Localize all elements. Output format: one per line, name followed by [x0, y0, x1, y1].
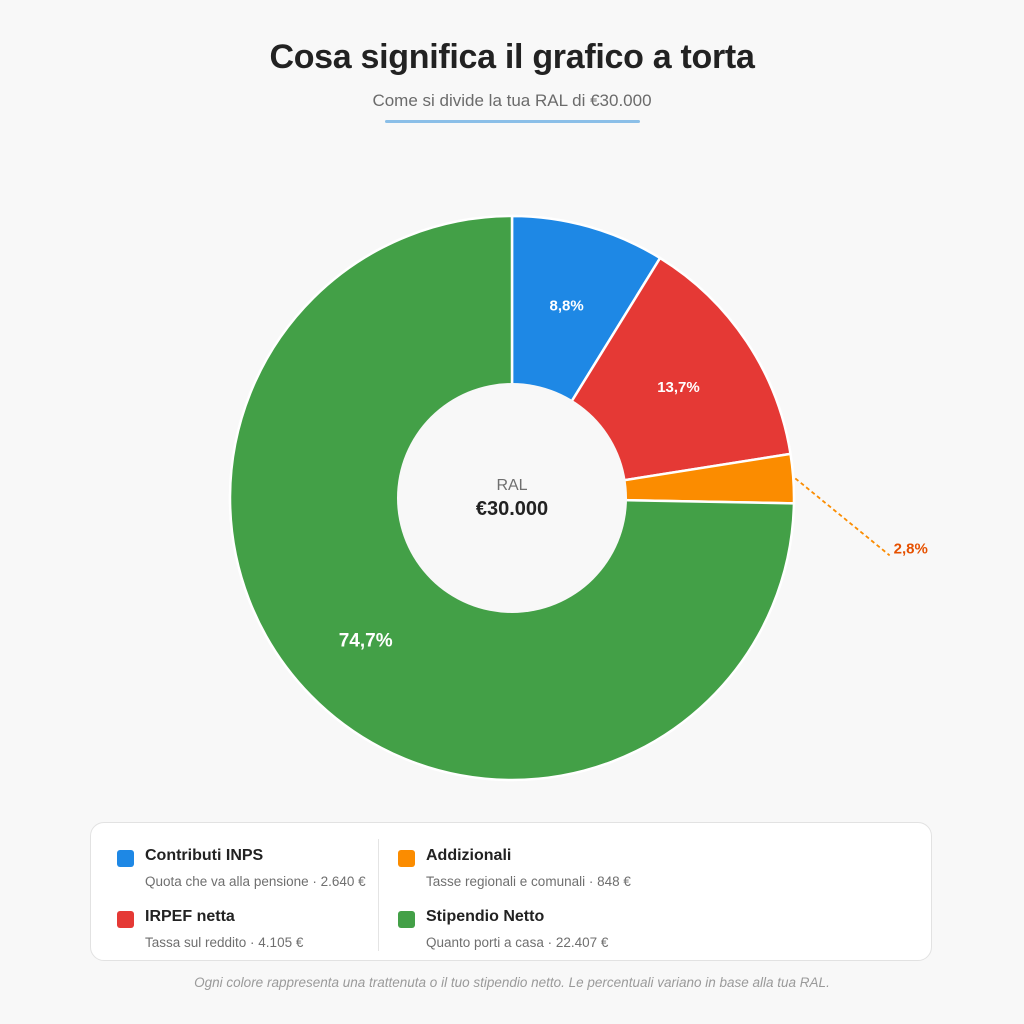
center-label: RAL [496, 477, 527, 494]
legend-item-desc: Quanto porti a casa · 22.407 € [426, 935, 609, 950]
title-underline [385, 120, 640, 123]
legend-item-desc: Quota che va alla pensione · 2.640 € [145, 874, 366, 889]
leader-line-addizionali [794, 477, 891, 557]
legend-swatch [398, 911, 415, 928]
legend-divider [378, 839, 379, 951]
footnote: Ogni colore rappresenta una trattenuta o… [194, 975, 830, 990]
chart-subtitle: Come si divide la tua RAL di €30.000 [372, 91, 652, 110]
legend-item-name: IRPEF netta [145, 908, 235, 925]
legend-item-desc: Tasse regionali e comunali · 848 € [426, 874, 631, 889]
center-value: €30.000 [476, 498, 548, 520]
legend-swatch [117, 911, 134, 928]
slice-label-contributi-inps: 8,8% [549, 298, 583, 315]
chart-title: Cosa significa il grafico a torta [269, 38, 755, 76]
legend-swatch [398, 850, 415, 867]
legend-item-desc: Tassa sul reddito · 4.105 € [145, 935, 304, 950]
slice-label-irpef-netta: 13,7% [657, 379, 700, 396]
donut-hole [397, 383, 627, 613]
legend: Contributi INPS Quota che va alla pensio… [90, 822, 932, 961]
slice-label-stipendio-netto: 74,7% [339, 631, 393, 652]
slice-labels: 8,8% 13,7% 2,8% 74,7% [339, 298, 928, 652]
legend-item-name: Stipendio Netto [426, 908, 545, 925]
legend-item-name: Addizionali [426, 847, 512, 864]
legend-item-name: Contributi INPS [145, 847, 264, 864]
legend-swatch [117, 850, 134, 867]
slice-label-addizionali: 2,8% [894, 540, 928, 557]
